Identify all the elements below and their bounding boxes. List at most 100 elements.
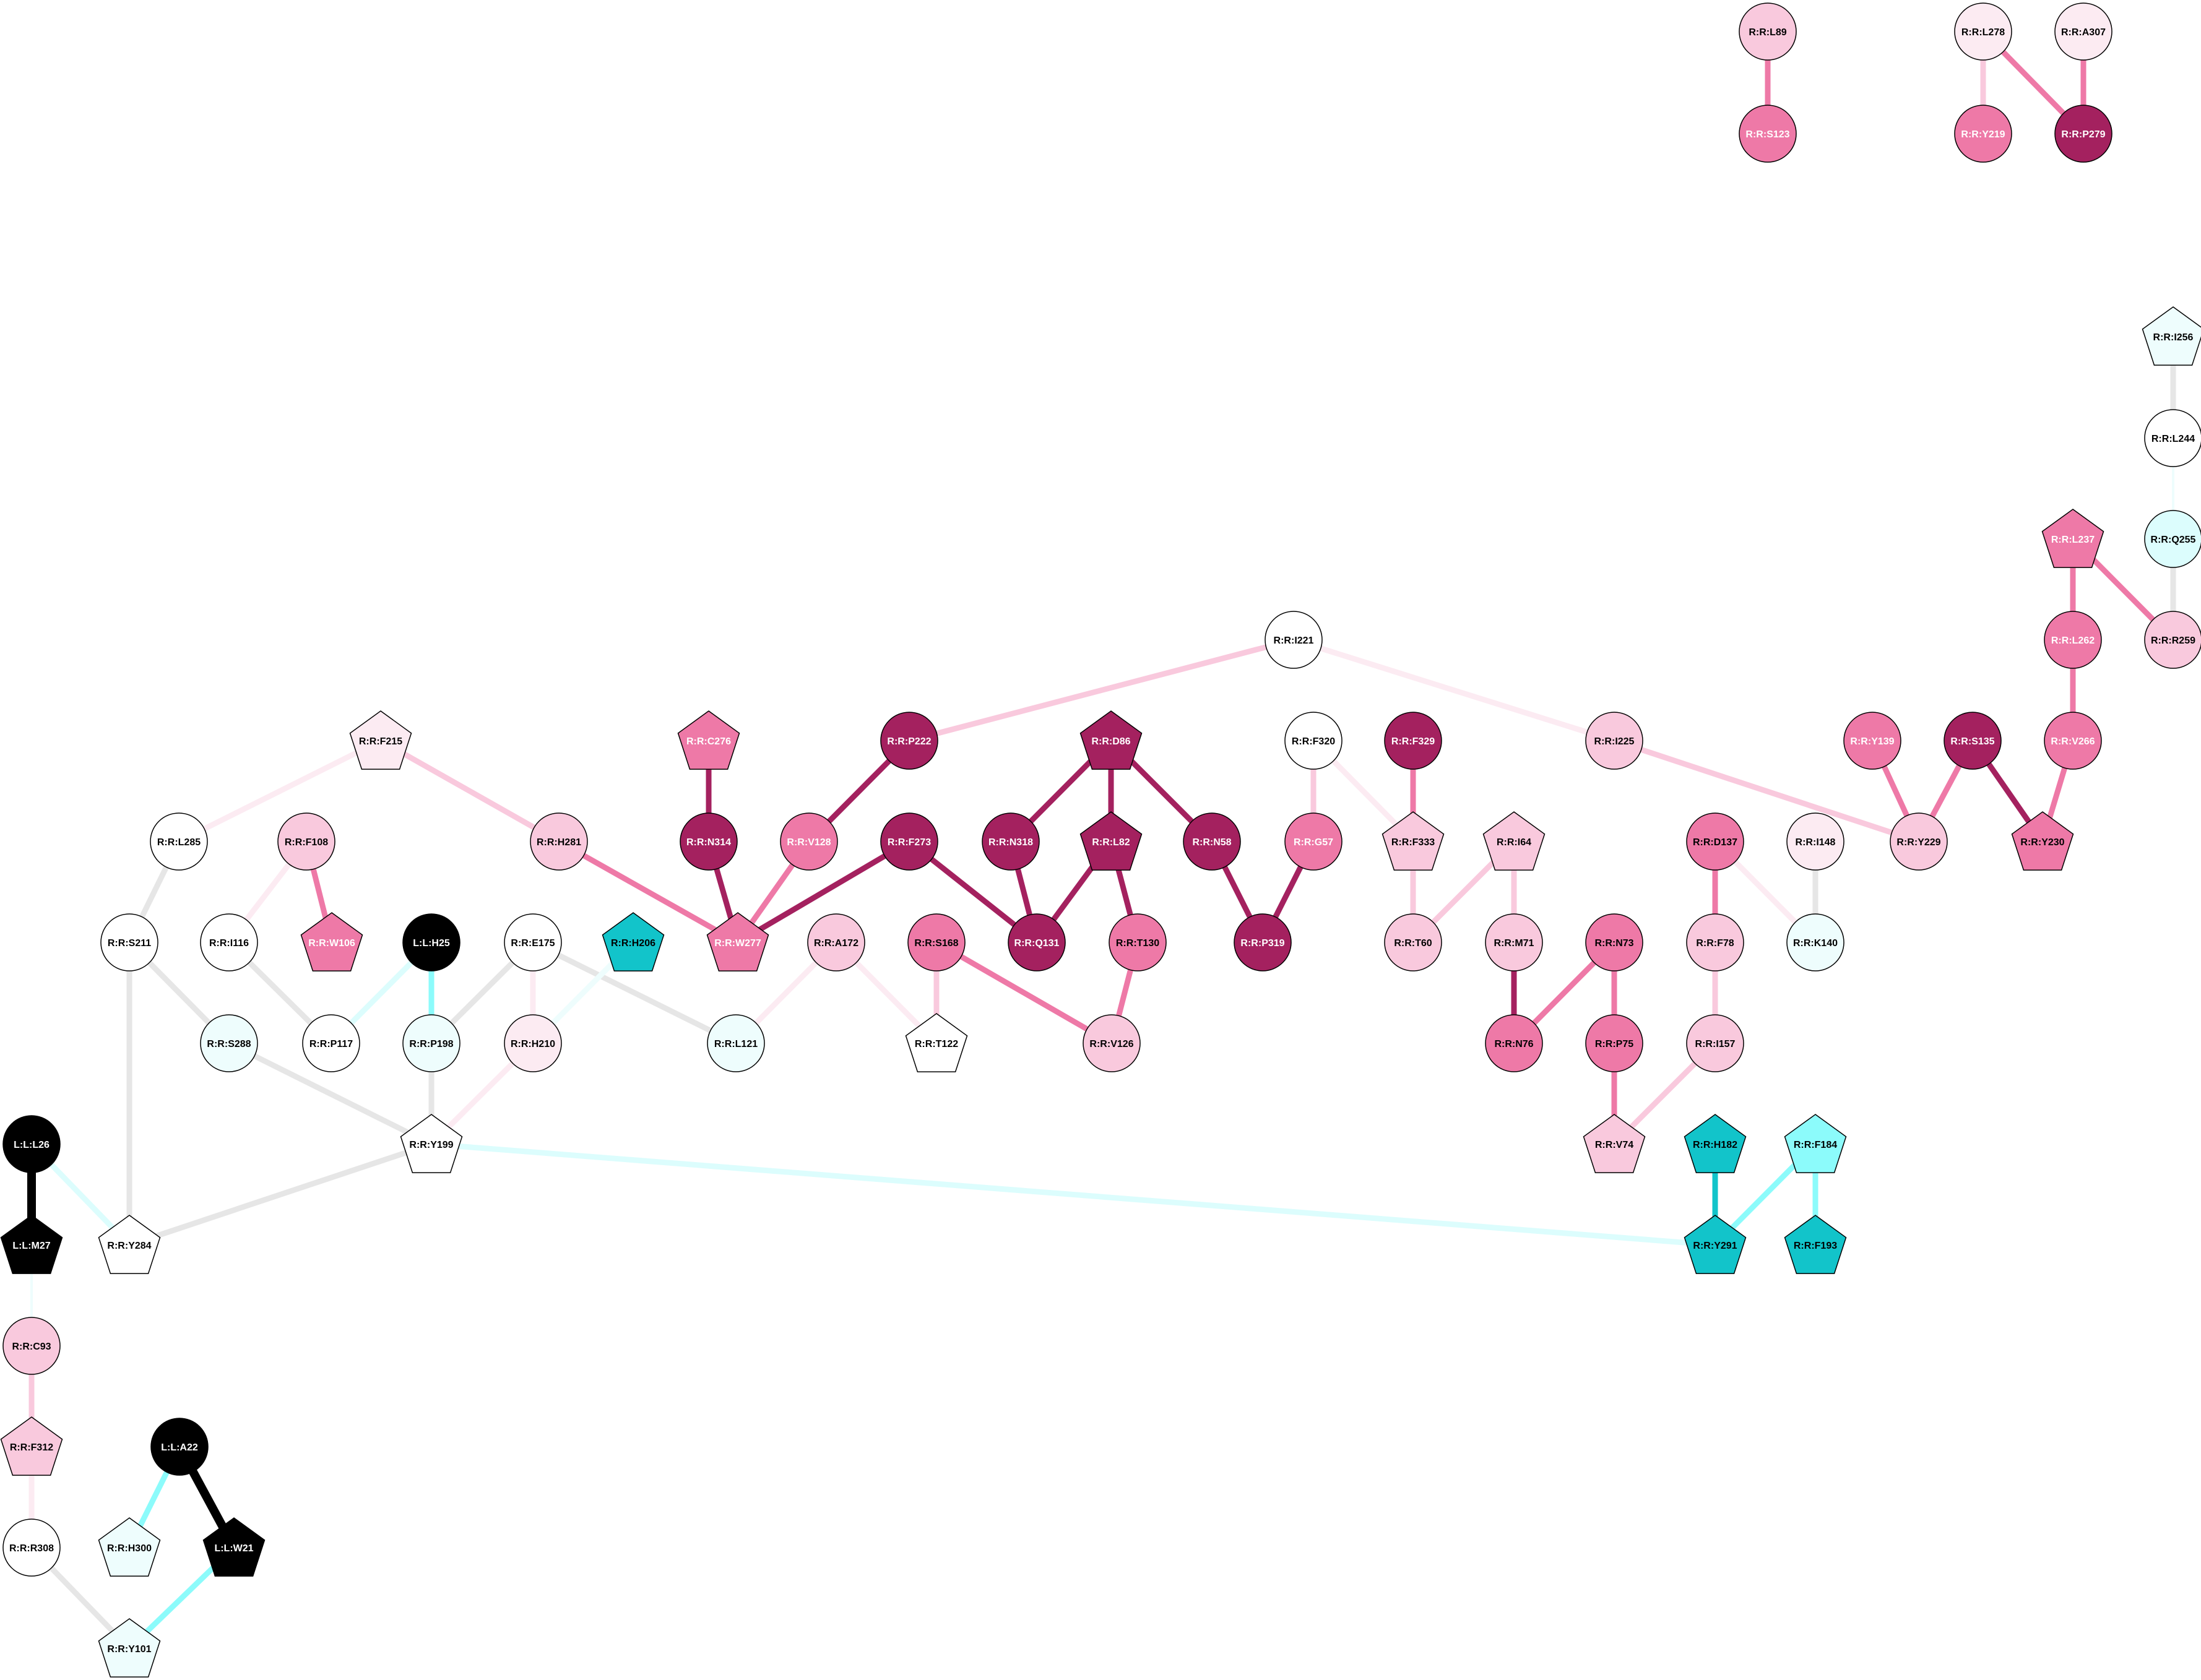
node-r-r-d86[interactable]: R:R:D86 (1079, 710, 1143, 770)
node-r-r-l278[interactable]: R:R:L278 (1954, 2, 2012, 61)
node-r-r-v74[interactable]: R:R:V74 (1583, 1114, 1646, 1173)
node-l-l-h25[interactable]: L:L:H25 (402, 913, 461, 971)
node-r-r-f273[interactable]: R:R:F273 (880, 812, 938, 871)
node-r-r-y229[interactable]: R:R:Y229 (1890, 812, 1948, 871)
node-label: R:R:Q131 (1014, 938, 1060, 949)
node-r-r-l89[interactable]: R:R:L89 (1739, 2, 1797, 61)
node-r-r-i256[interactable]: R:R:I256 (2142, 306, 2201, 366)
node-r-r-s211[interactable]: R:R:S211 (100, 913, 158, 971)
node-label: R:R:I148 (1796, 837, 1836, 848)
node-r-r-m71[interactable]: R:R:M71 (1485, 913, 1543, 971)
node-shape-pentagon (1684, 1215, 1747, 1274)
node-r-r-i225[interactable]: R:R:I225 (1585, 712, 1643, 770)
node-r-r-y291[interactable]: R:R:Y291 (1684, 1215, 1747, 1274)
node-r-r-f329[interactable]: R:R:F329 (1384, 712, 1442, 770)
node-r-r-w106[interactable]: R:R:W106 (300, 912, 363, 971)
node-r-r-n76[interactable]: R:R:N76 (1485, 1014, 1543, 1072)
node-r-r-n73[interactable]: R:R:N73 (1585, 913, 1643, 971)
node-label: R:R:N76 (1494, 1039, 1533, 1049)
node-r-r-p319[interactable]: R:R:P319 (1234, 913, 1292, 971)
node-r-r-g57[interactable]: R:R:G57 (1284, 812, 1343, 871)
node-r-r-y199[interactable]: R:R:Y199 (400, 1114, 463, 1173)
node-r-r-s123[interactable]: R:R:S123 (1739, 105, 1797, 163)
node-shape-pentagon (677, 710, 740, 770)
node-r-r-i116[interactable]: R:R:I116 (200, 913, 258, 971)
node-r-r-i221[interactable]: R:R:I221 (1265, 611, 1323, 669)
node-r-r-f215[interactable]: R:R:F215 (349, 710, 412, 770)
node-r-r-f320[interactable]: R:R:F320 (1284, 712, 1343, 770)
node-l-l-a22[interactable]: L:L:A22 (150, 1418, 209, 1476)
node-r-r-w277[interactable]: R:R:W277 (706, 912, 769, 971)
node-label: R:R:Y291 (1693, 1241, 1737, 1251)
node-r-r-l285[interactable]: R:R:L285 (150, 812, 208, 871)
node-label: R:R:F312 (10, 1442, 53, 1453)
node-r-r-d137[interactable]: R:R:D137 (1686, 812, 1744, 871)
node-r-r-r308[interactable]: R:R:R308 (2, 1518, 61, 1577)
node-label: L:L:W21 (214, 1543, 253, 1554)
node-r-r-f184[interactable]: R:R:F184 (1784, 1114, 1847, 1173)
node-label: R:R:A172 (814, 938, 858, 949)
node-r-r-v128[interactable]: R:R:V128 (780, 812, 838, 871)
node-r-r-l244[interactable]: R:R:L244 (2144, 409, 2201, 467)
node-r-r-t122[interactable]: R:R:T122 (905, 1013, 968, 1072)
node-r-r-r259[interactable]: R:R:R259 (2144, 611, 2201, 669)
node-r-r-t130[interactable]: R:R:T130 (1109, 913, 1167, 971)
node-r-r-h182[interactable]: R:R:H182 (1684, 1114, 1747, 1173)
node-r-r-q255[interactable]: R:R:Q255 (2144, 510, 2201, 568)
node-r-r-s168[interactable]: R:R:S168 (907, 913, 966, 971)
node-shape-circle (402, 1014, 461, 1072)
node-r-r-a307[interactable]: R:R:A307 (2054, 2, 2112, 61)
node-r-r-y230[interactable]: R:R:Y230 (2011, 811, 2074, 871)
node-r-r-s288[interactable]: R:R:S288 (200, 1014, 258, 1072)
node-r-r-n314[interactable]: R:R:N314 (680, 812, 738, 871)
node-r-r-y101[interactable]: R:R:Y101 (98, 1618, 161, 1678)
node-r-r-p75[interactable]: R:R:P75 (1585, 1014, 1643, 1072)
node-r-r-h206[interactable]: R:R:H206 (602, 912, 665, 971)
node-r-r-l82[interactable]: R:R:L82 (1079, 811, 1143, 871)
node-r-r-n58[interactable]: R:R:N58 (1183, 812, 1241, 871)
node-r-r-h300[interactable]: R:R:H300 (98, 1517, 161, 1577)
node-r-r-q131[interactable]: R:R:Q131 (1008, 913, 1066, 971)
node-label: R:R:V74 (1595, 1140, 1633, 1150)
node-l-l-m27[interactable]: L:L:M27 (0, 1215, 63, 1274)
node-r-r-h210[interactable]: R:R:H210 (504, 1014, 562, 1072)
node-r-r-f193[interactable]: R:R:F193 (1784, 1215, 1847, 1274)
node-r-r-p198[interactable]: R:R:P198 (402, 1014, 461, 1072)
node-r-r-f312[interactable]: R:R:F312 (0, 1416, 63, 1476)
node-r-r-k140[interactable]: R:R:K140 (1786, 913, 1844, 971)
node-r-r-t60[interactable]: R:R:T60 (1384, 913, 1442, 971)
node-r-r-y284[interactable]: R:R:Y284 (98, 1215, 161, 1274)
node-shape-circle (807, 913, 865, 971)
node-label: R:R:R259 (2151, 635, 2195, 646)
node-r-r-l121[interactable]: R:R:L121 (707, 1014, 765, 1072)
node-r-r-i157[interactable]: R:R:I157 (1686, 1014, 1744, 1072)
node-r-r-l262[interactable]: R:R:L262 (2044, 611, 2102, 669)
node-r-r-i148[interactable]: R:R:I148 (1786, 812, 1844, 871)
node-r-r-f108[interactable]: R:R:F108 (277, 812, 335, 871)
node-r-r-p222[interactable]: R:R:P222 (880, 712, 938, 770)
node-r-r-i64[interactable]: R:R:I64 (1482, 811, 1546, 871)
node-r-r-f78[interactable]: R:R:F78 (1686, 913, 1744, 971)
node-r-r-c276[interactable]: R:R:C276 (677, 710, 740, 770)
node-r-r-c93[interactable]: R:R:C93 (2, 1317, 61, 1375)
node-r-r-h281[interactable]: R:R:H281 (530, 812, 588, 871)
node-r-r-v126[interactable]: R:R:V126 (1083, 1014, 1141, 1072)
node-shape-circle (907, 913, 966, 971)
node-r-r-l237[interactable]: R:R:L237 (2041, 509, 2104, 568)
node-r-r-y219[interactable]: R:R:Y219 (1954, 105, 2012, 163)
node-label: L:L:L26 (14, 1140, 50, 1150)
node-l-l-w21[interactable]: L:L:W21 (202, 1517, 266, 1577)
node-shape-circle (2144, 510, 2201, 568)
node-r-r-p117[interactable]: R:R:P117 (302, 1014, 360, 1072)
node-r-r-f333[interactable]: R:R:F333 (1382, 811, 1445, 871)
node-r-r-n318[interactable]: R:R:N318 (982, 812, 1040, 871)
edge-r-r-f215-to-r-r-l285 (176, 738, 384, 845)
node-r-r-y139[interactable]: R:R:Y139 (1843, 712, 1901, 770)
node-r-r-v266[interactable]: R:R:V266 (2044, 712, 2102, 770)
node-r-r-a172[interactable]: R:R:A172 (807, 913, 865, 971)
node-label: R:R:T122 (915, 1039, 958, 1049)
node-r-r-s135[interactable]: R:R:S135 (1944, 712, 2002, 770)
node-r-r-e175[interactable]: R:R:E175 (504, 913, 562, 971)
node-l-l-l26[interactable]: L:L:L26 (2, 1115, 61, 1173)
node-r-r-p279[interactable]: R:R:P279 (2054, 105, 2112, 163)
